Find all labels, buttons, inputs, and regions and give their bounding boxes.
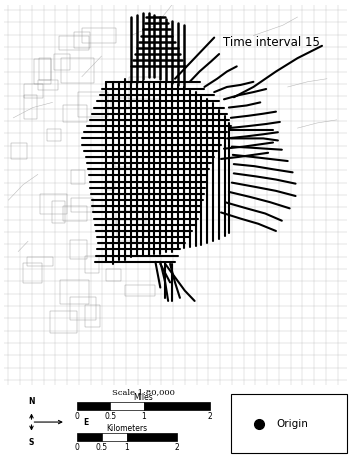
Text: 0.5: 0.5 xyxy=(96,443,108,453)
Bar xyxy=(105,181,115,190)
Bar xyxy=(55,54,70,70)
Bar xyxy=(106,269,120,281)
Bar xyxy=(125,285,155,297)
Text: 1: 1 xyxy=(141,412,146,421)
Bar xyxy=(78,92,108,117)
Bar xyxy=(50,311,77,333)
Bar xyxy=(77,432,102,441)
Bar xyxy=(77,402,110,410)
Text: Time interval 15: Time interval 15 xyxy=(223,36,320,49)
Bar xyxy=(85,305,100,327)
Bar xyxy=(117,220,145,241)
Bar xyxy=(24,95,37,119)
Text: 0.5: 0.5 xyxy=(104,412,116,421)
Bar xyxy=(27,257,53,266)
Bar xyxy=(23,263,42,283)
Text: 2: 2 xyxy=(208,412,212,421)
Text: 1: 1 xyxy=(125,443,129,453)
Text: 2: 2 xyxy=(174,443,179,453)
Text: S: S xyxy=(29,438,34,447)
Bar xyxy=(102,432,127,441)
Bar xyxy=(34,59,51,84)
Text: E: E xyxy=(83,417,88,426)
Bar xyxy=(85,256,99,273)
Bar xyxy=(11,143,27,159)
Bar xyxy=(114,156,131,167)
Bar xyxy=(40,57,51,80)
Bar xyxy=(110,402,144,410)
Bar xyxy=(71,198,93,212)
Bar xyxy=(82,28,116,43)
Bar xyxy=(127,432,177,441)
FancyBboxPatch shape xyxy=(231,394,346,453)
Text: 0: 0 xyxy=(75,443,79,453)
Bar xyxy=(61,58,94,83)
Bar xyxy=(71,170,85,184)
Bar xyxy=(60,280,89,304)
Text: N: N xyxy=(28,397,35,406)
Bar xyxy=(40,194,66,214)
Bar xyxy=(23,84,43,98)
Bar xyxy=(129,77,160,99)
Bar xyxy=(63,106,87,121)
Bar xyxy=(70,297,97,320)
Bar xyxy=(38,80,58,90)
Text: Origin: Origin xyxy=(276,419,308,429)
Text: Miles: Miles xyxy=(134,393,153,402)
Bar xyxy=(144,402,210,410)
Bar xyxy=(111,99,129,109)
Bar xyxy=(59,35,89,50)
Bar xyxy=(116,211,146,225)
Bar xyxy=(52,201,65,224)
Text: 0: 0 xyxy=(75,412,79,421)
Bar xyxy=(74,32,90,48)
Bar xyxy=(70,240,87,259)
Text: Scale 1:80,000: Scale 1:80,000 xyxy=(112,388,175,396)
Text: Kilometers: Kilometers xyxy=(106,424,147,432)
Bar xyxy=(47,129,61,142)
Bar xyxy=(63,206,87,220)
